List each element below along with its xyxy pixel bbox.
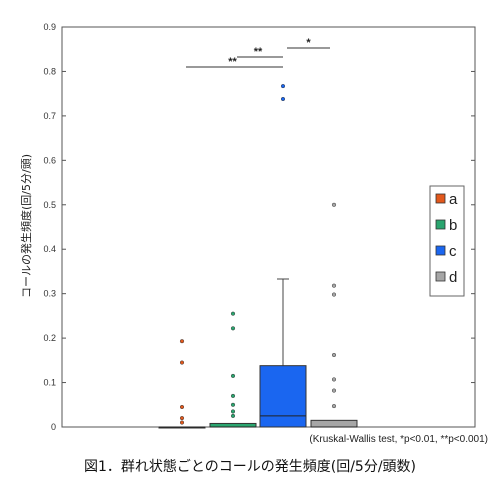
legend-label-a: a [449,191,458,208]
legend-swatch-b [435,219,446,230]
outlier-a [179,360,185,365]
box-d [310,419,358,428]
figure-caption: 図1．群れ状態ごとのコールの発生頻度(回/5分/頭数) [83,459,417,475]
outlier-b [230,373,236,378]
outlier-c [280,84,286,89]
outlier-d [331,377,337,382]
legend-swatch-a [435,193,446,204]
y-tick-label: 0.2 [43,333,56,343]
outlier-d [331,352,337,358]
legend-swatch-d [435,271,446,282]
outlier-b [230,413,236,418]
legend-swatch-c [435,245,446,256]
outlier-a [179,404,185,410]
test-note: (Kruskal-Wallis test, *p<0.01, **p<0.001… [309,434,488,445]
outlier-a [179,420,185,425]
y-tick-label: 0.7 [43,111,56,121]
outlier-b [230,409,236,414]
significance-brackets: ***** [186,37,330,68]
y-tick-label: 0.8 [43,66,56,76]
y-tick-label: 0.3 [43,289,56,299]
y-tick-label: 0.5 [43,200,56,210]
y-tick-label: 0.9 [43,22,56,32]
outlier-d [331,388,337,393]
y-tick-labels: 0 0.1 0.2 0.3 0.4 0.5 0.6 0.7 0.8 0.9 [43,22,56,432]
y-tick-label: 0 [51,422,56,432]
y-tick-label: 0.4 [43,244,56,254]
sig-label-a-c: ** [228,56,237,68]
outlier-c [280,96,286,102]
legend-box [429,185,465,297]
outlier-b [230,311,236,316]
outlier-b [230,393,236,398]
y-tick-label: 0.1 [43,378,56,388]
outlier-b [230,326,236,331]
outlier-d [331,292,337,297]
y-tick-label: 0.6 [43,155,56,165]
legend-label-c: c [449,243,457,260]
outlier-a [179,339,185,344]
sig-label-b-c: ** [254,46,263,58]
outlier-d [331,202,337,207]
y-axis-label: コールの発生頻度(回/5分/頭) [19,154,33,298]
outlier-points [179,84,337,425]
legend-label-b: b [449,217,457,234]
sig-label-c-d: * [306,37,311,49]
outlier-a [179,416,185,421]
boxes [158,278,358,429]
outlier-b [230,402,236,407]
legend-label-d: d [449,269,457,286]
outlier-d [331,283,337,288]
box-b [209,422,257,428]
outlier-d [331,404,337,409]
box-c [259,365,307,428]
